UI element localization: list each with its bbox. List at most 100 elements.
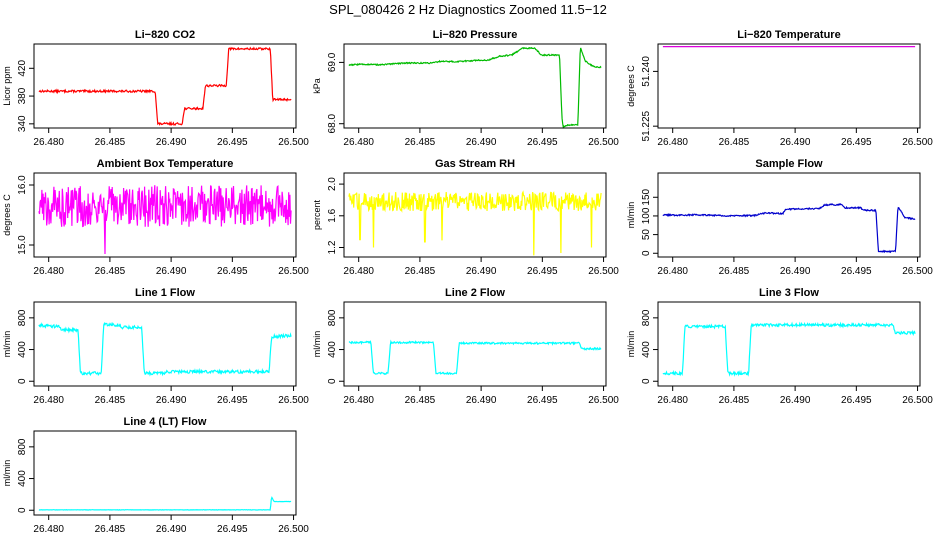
y-tick-label: 50 xyxy=(641,229,652,241)
panel-title: Li−820 CO2 xyxy=(135,29,195,41)
y-tick-label: 800 xyxy=(641,309,652,326)
data-series-line xyxy=(348,190,602,256)
y-tick-label: 340 xyxy=(17,115,28,132)
y-axis-label: degrees C xyxy=(626,65,636,107)
panel-title: Gas Stream RH xyxy=(435,158,515,170)
x-tick-label: 26.500 xyxy=(902,266,933,277)
x-tick-label: 26.480 xyxy=(343,266,374,277)
x-tick-label: 26.500 xyxy=(278,266,309,277)
x-tick-label: 26.480 xyxy=(33,266,64,277)
y-tick-label: 0 xyxy=(17,378,28,384)
x-tick-label: 26.500 xyxy=(588,137,619,148)
y-tick-label: 1.6 xyxy=(327,208,338,222)
figure-title: SPL_080426 2 Hz Diagnostics Zoomed 11.5−… xyxy=(329,2,607,17)
x-tick-label: 26.495 xyxy=(217,524,248,535)
x-tick-label: 26.495 xyxy=(841,266,872,277)
plot-box xyxy=(343,301,607,387)
chart-panel-3: Li−820 Temperature 26.480 26.485 26.490 26.4… xyxy=(626,29,933,148)
x-tick-label: 26.495 xyxy=(841,395,872,406)
x-tick-label: 26.480 xyxy=(657,395,688,406)
y-axis-label: ml/min xyxy=(2,460,12,487)
x-tick-label: 26.485 xyxy=(95,524,126,535)
x-tick-label: 26.490 xyxy=(780,395,811,406)
x-tick-label: 26.500 xyxy=(278,395,309,406)
data-series-line xyxy=(662,321,916,377)
y-tick-label: 100 xyxy=(641,207,652,224)
x-tick-label: 26.495 xyxy=(217,137,248,148)
panel-title: Line 3 Flow xyxy=(759,287,819,299)
y-tick-label: 800 xyxy=(327,309,338,326)
plot-box xyxy=(33,430,297,516)
x-tick-label: 26.480 xyxy=(33,395,64,406)
panel-title: Line 1 Flow xyxy=(135,287,195,299)
chart-panel-1: Li−820 CO2 26.480 26.485 26.490 26.495 26.500… xyxy=(2,29,309,148)
x-tick-label: 26.495 xyxy=(527,266,558,277)
x-tick-label: 26.485 xyxy=(719,137,750,148)
panel-title: Li−820 Temperature xyxy=(737,29,840,41)
chart-panel-4: Ambient Box Temperature 26.480 26.485 26.49… xyxy=(2,158,309,277)
y-tick-label: 420 xyxy=(17,60,28,77)
x-tick-label: 26.485 xyxy=(719,266,750,277)
data-series-line xyxy=(38,321,292,377)
data-series-line xyxy=(38,496,292,511)
y-tick-label: 51.225 xyxy=(641,110,652,141)
y-tick-label: 69.0 xyxy=(327,52,338,72)
x-tick-label: 26.490 xyxy=(156,395,187,406)
chart-panel-10: Line 4 (LT) Flow 26.480 26.485 26.490 26.495… xyxy=(2,416,309,535)
x-tick-label: 26.490 xyxy=(156,266,187,277)
chart-panel-2: Li−820 Pressure 26.480 26.485 26.490 26.495 2… xyxy=(312,29,619,148)
y-axis-label: kPa xyxy=(312,78,322,94)
plot-box xyxy=(33,43,297,129)
x-tick-label: 26.480 xyxy=(343,395,374,406)
panel-title: Line 2 Flow xyxy=(445,287,505,299)
x-tick-label: 26.495 xyxy=(527,395,558,406)
plot-box xyxy=(33,301,297,387)
panel-title: Ambient Box Temperature xyxy=(97,158,234,170)
y-tick-label: 800 xyxy=(17,438,28,455)
x-tick-label: 26.485 xyxy=(719,395,750,406)
x-tick-label: 26.485 xyxy=(405,395,436,406)
y-axis-label: Licor ppm xyxy=(2,66,12,106)
data-series-line xyxy=(348,46,602,130)
y-axis-label: ml/min xyxy=(626,202,636,229)
x-tick-label: 26.485 xyxy=(95,266,126,277)
x-tick-label: 26.500 xyxy=(278,137,309,148)
data-series-line xyxy=(38,185,292,255)
x-tick-label: 26.500 xyxy=(902,395,933,406)
y-axis-label: degrees C xyxy=(2,194,12,236)
chart-panel-5: Gas Stream RH 26.480 26.485 26.490 26.495 26.… xyxy=(312,158,619,277)
x-tick-label: 26.490 xyxy=(780,266,811,277)
data-series-line xyxy=(348,339,602,376)
y-axis-label: ml/min xyxy=(312,331,322,358)
x-tick-label: 26.490 xyxy=(466,266,497,277)
y-tick-label: 400 xyxy=(641,341,652,358)
x-tick-label: 26.485 xyxy=(95,395,126,406)
x-tick-label: 26.490 xyxy=(466,395,497,406)
x-tick-label: 26.485 xyxy=(405,137,436,148)
plot-box xyxy=(657,43,921,129)
plot-box xyxy=(343,172,607,258)
y-tick-label: 150 xyxy=(641,188,652,205)
y-axis-label: percent xyxy=(312,199,322,230)
x-tick-label: 26.495 xyxy=(527,137,558,148)
y-tick-label: 0 xyxy=(327,378,338,384)
y-tick-label: 68.0 xyxy=(327,114,338,134)
panel-title: Line 4 (LT) Flow xyxy=(124,416,207,428)
y-tick-label: 400 xyxy=(17,470,28,487)
y-tick-label: 400 xyxy=(17,341,28,358)
y-tick-label: 400 xyxy=(327,341,338,358)
chart-panel-6: Sample Flow 26.480 26.485 26.490 26.495 26.50… xyxy=(626,158,933,277)
x-tick-label: 26.480 xyxy=(657,266,688,277)
panel-title: Li−820 Pressure xyxy=(433,29,518,41)
plot-box xyxy=(33,172,297,258)
x-tick-label: 26.500 xyxy=(588,395,619,406)
y-tick-label: 0 xyxy=(641,378,652,384)
chart-panel-9: Line 3 Flow 26.480 26.485 26.490 26.495 26.50… xyxy=(626,287,933,406)
y-tick-label: 16.0 xyxy=(17,175,28,195)
x-tick-label: 26.480 xyxy=(33,137,64,148)
x-tick-label: 26.495 xyxy=(217,266,248,277)
y-axis-label: ml/min xyxy=(626,331,636,358)
chart-panel-8: Line 2 Flow 26.480 26.485 26.490 26.495 26.50… xyxy=(312,287,619,406)
y-tick-label: 0 xyxy=(641,250,652,256)
